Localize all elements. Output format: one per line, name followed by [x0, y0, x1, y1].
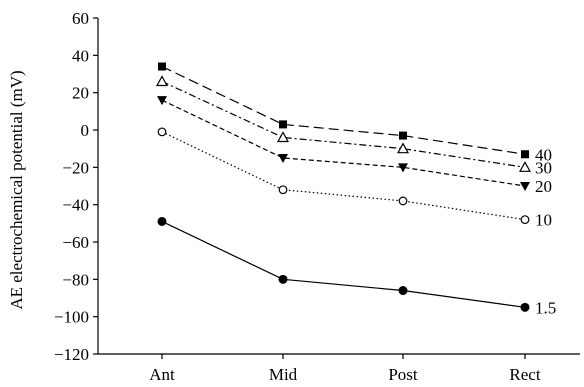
- y-tick-label: −80: [62, 270, 89, 289]
- series-label: 1.5: [535, 298, 556, 317]
- series-line: [161, 65, 526, 155]
- x-tick-label: Post: [388, 365, 418, 384]
- series-label: 10: [535, 211, 552, 230]
- data-point: [398, 196, 408, 206]
- series-line: [161, 131, 526, 221]
- y-tick-label: −40: [62, 196, 89, 215]
- series-1-5: 1.5: [157, 216, 556, 317]
- data-point: [396, 142, 410, 154]
- series-label: 30: [535, 158, 552, 177]
- y-tick-label: −20: [62, 158, 89, 177]
- data-point: [398, 163, 408, 173]
- data-point: [518, 161, 532, 172]
- y-tick-label: 20: [72, 84, 89, 103]
- data-point: [520, 302, 530, 312]
- y-tick-label: −120: [54, 345, 89, 364]
- x-tick-label: Mid: [269, 365, 298, 384]
- series-label: 20: [535, 177, 552, 196]
- y-axis-label: AE electrochemical potential (mV): [7, 70, 26, 309]
- axes: 60 40 20 0 −20 −40 −60 −80 −100 −120 Ant Mid Post Rec…: [54, 9, 580, 384]
- data-point: [157, 96, 167, 106]
- x-tick-label: Ant: [149, 365, 175, 384]
- y-tick-label: −100: [54, 308, 89, 327]
- x-tick-label: Rect: [509, 365, 540, 384]
- data-point: [157, 127, 167, 137]
- data-point: [398, 286, 408, 296]
- y-tick-label: 0: [81, 121, 90, 140]
- y-tick-label: 40: [72, 46, 89, 65]
- data-point: [278, 154, 288, 163]
- data-point: [155, 75, 169, 87]
- series-30: 30: [155, 75, 552, 177]
- series-line: [161, 220, 526, 308]
- data-point: [276, 131, 290, 143]
- series-10: 10: [157, 127, 552, 230]
- data-point: [520, 215, 530, 225]
- data-point: [278, 185, 288, 195]
- series-label: 40: [535, 145, 552, 164]
- data-point: [157, 216, 167, 226]
- y-tick-label: −60: [62, 233, 89, 252]
- data-point: [521, 150, 529, 159]
- y-tick-label: 60: [72, 9, 89, 28]
- series-20: 20: [157, 96, 552, 196]
- data-point: [399, 131, 407, 140]
- data-point: [278, 274, 288, 284]
- series-line: [161, 99, 526, 187]
- series-40: 40: [158, 62, 552, 164]
- series-line: [161, 80, 526, 168]
- data-point: [520, 182, 530, 191]
- data-point: [279, 120, 287, 129]
- data-point: [158, 62, 166, 71]
